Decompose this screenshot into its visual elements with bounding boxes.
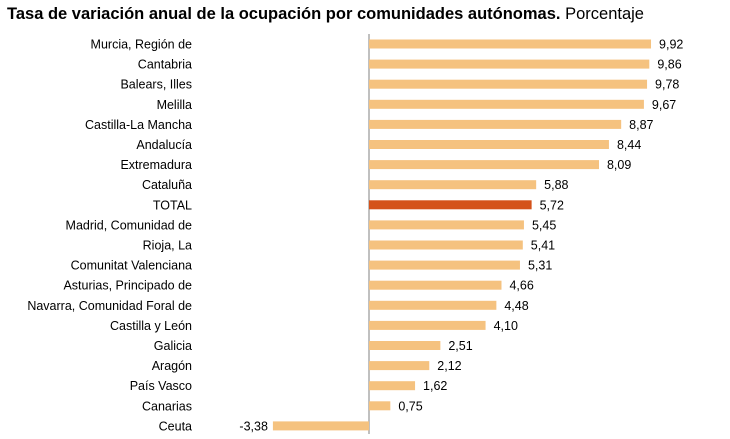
category-label: Ceuta: [159, 419, 192, 433]
bar: [369, 180, 537, 190]
bar: [369, 240, 523, 250]
value-label: 2,51: [448, 339, 472, 353]
category-label: Asturias, Principado de: [63, 279, 192, 293]
chart-title: Tasa de variación anual de la ocupación …: [7, 5, 561, 23]
value-label: 9,86: [657, 58, 681, 72]
value-label: 8,44: [617, 138, 641, 152]
category-label: Aragón: [152, 359, 192, 373]
value-label: 4,10: [494, 319, 518, 333]
bar: [369, 39, 652, 49]
category-label: Extremadura: [120, 158, 192, 172]
value-label: 4,48: [504, 299, 528, 313]
bar: [369, 300, 497, 310]
value-label: 5,72: [540, 198, 564, 212]
category-label: Balears, Illes: [120, 78, 192, 92]
bar: [369, 361, 430, 371]
bar: [369, 59, 650, 69]
chart-title-row: Tasa de variación anual de la ocupación …: [7, 5, 644, 24]
value-label: 9,78: [655, 78, 679, 92]
chart-subtitle: Porcentaje: [565, 5, 644, 23]
value-label: 5,31: [528, 259, 552, 273]
category-label: Rioja, La: [143, 239, 192, 253]
category-label: Madrid, Comunidad de: [66, 218, 193, 232]
category-label: País Vasco: [130, 379, 192, 393]
category-label: Cantabria: [138, 58, 192, 72]
bar: [369, 341, 441, 350]
value-label: -3,38: [239, 419, 268, 433]
bar: [369, 381, 416, 391]
bar: [369, 99, 644, 109]
category-label: Castilla y León: [110, 319, 192, 333]
category-label: Castilla-La Mancha: [85, 118, 192, 132]
category-label: Comunitat Valenciana: [71, 259, 192, 273]
bar: [369, 260, 520, 270]
bar: [369, 220, 524, 230]
value-label: 5,88: [544, 178, 568, 192]
category-label: Melilla: [157, 98, 192, 112]
value-label: 4,66: [509, 279, 533, 293]
value-label: 5,41: [531, 239, 555, 253]
value-label: 9,92: [659, 38, 683, 52]
category-label: Murcia, Región de: [91, 38, 192, 52]
bar: [369, 140, 609, 149]
category-label: Cataluña: [142, 178, 192, 192]
value-label: 2,12: [437, 359, 461, 373]
bar: [369, 401, 391, 411]
bar: [272, 421, 369, 431]
value-label: 1,62: [423, 379, 447, 393]
bar: [369, 119, 622, 129]
bar: [369, 320, 486, 330]
value-label: 0,75: [398, 399, 422, 413]
category-label: Canarias: [142, 399, 192, 413]
bar: [369, 160, 599, 170]
value-label: 5,45: [532, 218, 556, 232]
value-label: 9,67: [652, 98, 676, 112]
value-label: 8,87: [629, 118, 653, 132]
category-label: Navarra, Comunidad Foral de: [27, 299, 192, 313]
value-label: 8,09: [607, 158, 631, 172]
bar-total: [369, 200, 532, 210]
bar: [369, 79, 648, 89]
bar: [369, 280, 502, 290]
category-label: Andalucía: [136, 138, 192, 152]
category-label: TOTAL: [153, 198, 192, 212]
category-label: Galicia: [154, 339, 192, 353]
